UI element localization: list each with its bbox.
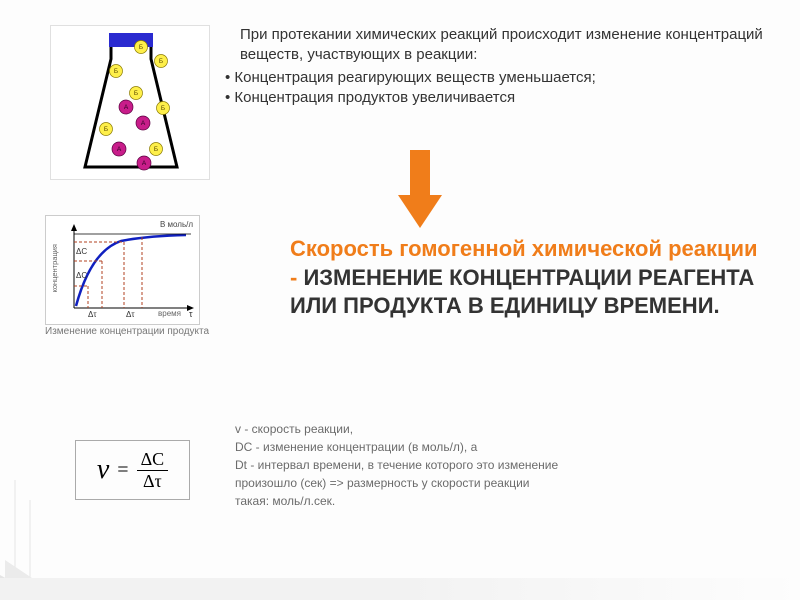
svg-text:Б: Б: [154, 146, 158, 153]
definition-rest: ИЗМЕНЕНИЕ КОНЦЕНТРАЦИИ РЕАГЕНТА ИЛИ ПРОД…: [290, 265, 754, 319]
svg-text:А: А: [124, 104, 129, 111]
delta-t-2: Δτ: [126, 310, 135, 319]
svg-text:Б: Б: [161, 105, 165, 112]
lead-paragraph: При протекании химических реакций происх…: [225, 25, 770, 66]
svg-text:А: А: [117, 146, 122, 153]
formula-eq: =: [117, 459, 128, 482]
formula-denominator: Δτ: [139, 471, 166, 492]
delta-c-2: ΔC: [76, 247, 87, 256]
concentration-chart: концентрация В моль/л время ΔC ΔC: [45, 215, 220, 338]
bullet-2: Концентрация продуктов увеличивается: [225, 88, 770, 108]
explain-line-2: DC - изменение концентрации (в моль/л), …: [235, 438, 765, 456]
chart-caption: Изменение концентрации продукта: [45, 326, 220, 338]
velocity-formula: ν = ΔC Δτ: [75, 440, 190, 500]
flask-diagram: Б Б Б Б Б Б Б А А А А: [50, 25, 210, 180]
delta-c-1: ΔC: [76, 271, 87, 280]
bottom-stripe: [0, 578, 800, 600]
svg-text:А: А: [141, 120, 146, 127]
explain-line-1: v - скорость реакции,: [235, 420, 765, 438]
delta-t-1: Δτ: [88, 310, 97, 319]
definition-block: Скорость гомогенной химической реакции -…: [290, 235, 760, 321]
tau-sym: τ: [189, 309, 193, 319]
explain-line-4: произошло (сек) => размерность у скорост…: [235, 474, 765, 492]
bullet-1: Концентрация реагирующих веществ уменьша…: [225, 68, 770, 88]
svg-text:Б: Б: [104, 126, 108, 133]
arrow-down-icon: [395, 150, 445, 230]
svg-text:А: А: [142, 160, 147, 167]
explain-line-3: Dt - интервал времени, в течение которог…: [235, 456, 765, 474]
explain-line-5: такая: моль/л.сек.: [235, 492, 765, 510]
formula-v: ν: [97, 454, 109, 486]
svg-text:Б: Б: [114, 68, 118, 75]
svg-text:Б: Б: [139, 44, 143, 51]
formula-numerator: ΔC: [137, 449, 169, 471]
formula-explanation: v - скорость реакции, DC - изменение кон…: [235, 420, 765, 510]
svg-text:Б: Б: [159, 58, 163, 65]
svg-text:Б: Б: [134, 90, 138, 97]
intro-text: При протекании химических реакций происх…: [225, 25, 770, 108]
